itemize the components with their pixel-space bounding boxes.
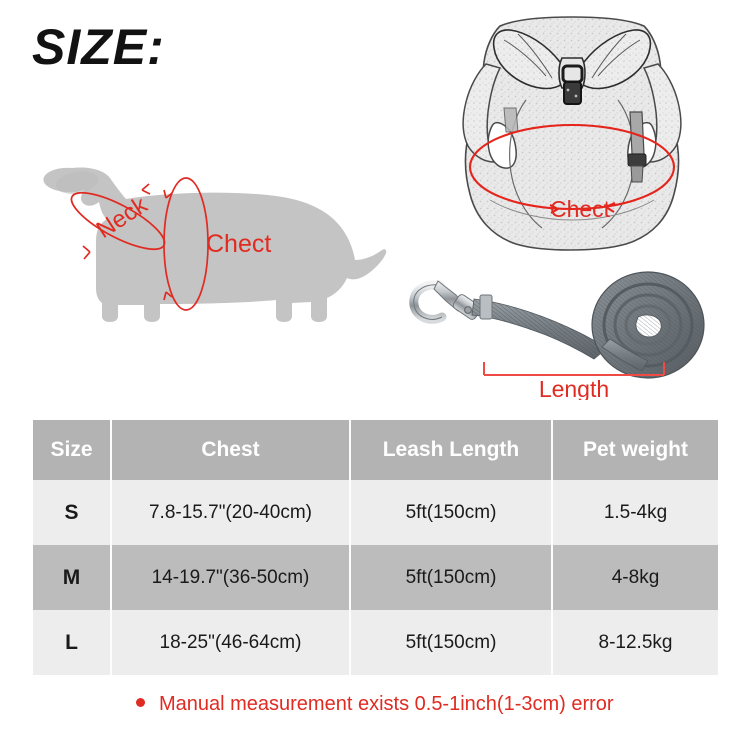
cell-leash: 5ft(150cm) — [351, 545, 553, 610]
length-label: Length — [539, 376, 609, 400]
column-header-pet-weight: Pet weight — [553, 420, 718, 480]
table-row: S 7.8-15.7"(20-40cm) 5ft(150cm) 1.5-4kg — [33, 480, 718, 545]
measurement-disclaimer: Manual measurement exists 0.5-1inch(1-3c… — [0, 693, 750, 716]
column-header-leash: Leash Length — [351, 420, 553, 480]
harness-chest-label: Chect — [550, 196, 611, 222]
cell-chest: 18-25"(46-64cm) — [112, 610, 351, 675]
cell-pet-weight: 8-12.5kg — [553, 610, 718, 675]
measurement-disclaimer-text: Manual measurement exists 0.5-1inch(1-3c… — [158, 693, 614, 716]
dog-diagram-svg: Neck Chect — [43, 167, 387, 322]
table-row: L 18-25"(46-64cm) 5ft(150cm) 8-12.5kg — [33, 610, 718, 675]
leash-diagram-svg: Length — [409, 271, 705, 402]
cell-chest: 14-19.7"(36-50cm) — [112, 545, 351, 610]
cell-chest: 7.8-15.7"(20-40cm) — [112, 480, 351, 545]
chest-measure-ellipse — [163, 177, 209, 311]
cell-size: M — [33, 545, 112, 610]
cell-pet-weight: 1.5-4kg — [553, 480, 718, 545]
d-ring-icon — [561, 64, 584, 105]
size-table: Size Chest Leash Length Pet weight S 7.8… — [33, 420, 718, 675]
bow-tie-icon — [492, 29, 652, 105]
leash-coil — [591, 271, 705, 379]
column-header-chest: Chest — [112, 420, 351, 480]
table-row: M 14-19.7"(36-50cm) 5ft(150cm) 4-8kg — [33, 545, 718, 610]
dog-diagram: Neck Chect — [14, 120, 389, 350]
page-title: SIZE: — [32, 19, 165, 75]
harness-diagram: Chect — [430, 4, 720, 264]
length-bracket — [483, 362, 665, 376]
leash-webbing — [471, 294, 607, 360]
cell-leash: 5ft(150cm) — [351, 480, 553, 545]
table-header-row: Size Chest Leash Length Pet weight — [33, 420, 718, 480]
dog-silhouette — [43, 167, 387, 322]
cell-size: S — [33, 480, 112, 545]
cell-leash: 5ft(150cm) — [351, 610, 553, 675]
cell-pet-weight: 4-8kg — [553, 545, 718, 610]
harness-diagram-svg: Chect — [462, 16, 682, 251]
leash-diagram: Length — [398, 255, 743, 402]
cell-size: L — [33, 610, 112, 675]
harness-chest-ellipse — [468, 123, 676, 214]
column-header-size: Size — [33, 420, 112, 480]
chest-label-text: Chect — [206, 230, 271, 258]
bullet-icon — [136, 698, 146, 708]
